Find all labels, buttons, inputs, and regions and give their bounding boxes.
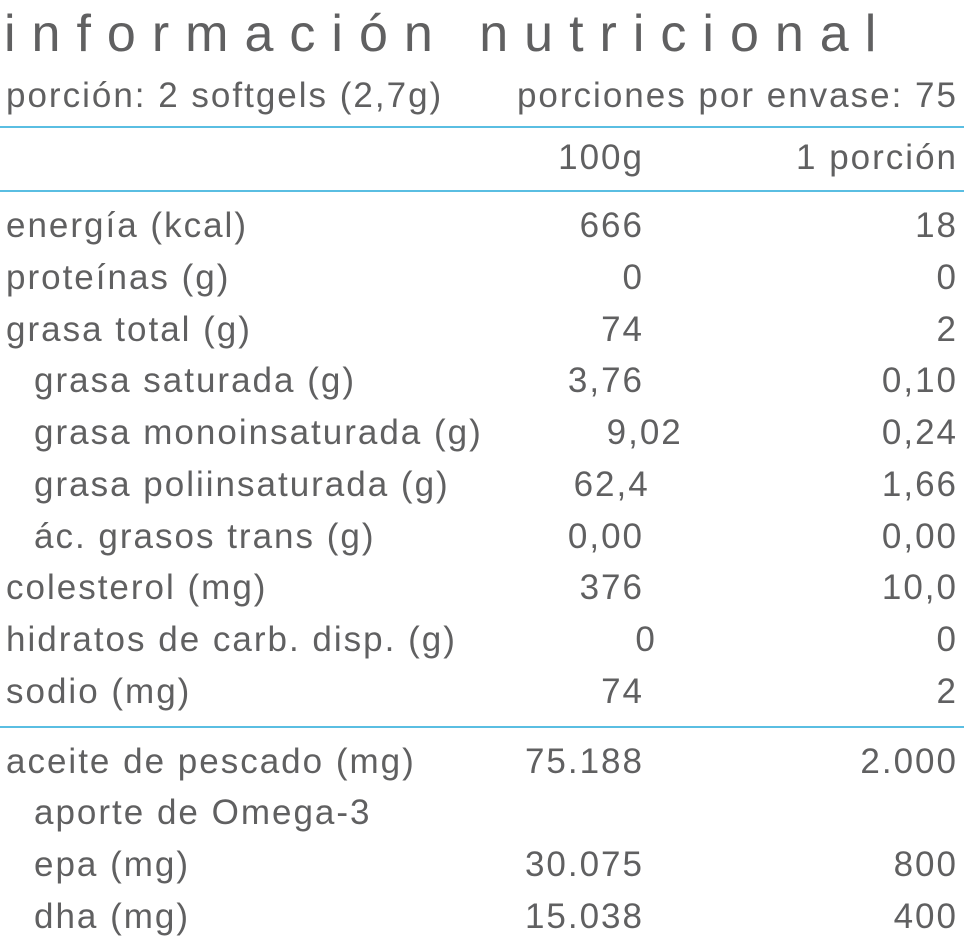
nutrient-label: colesterol (mg) <box>6 566 444 610</box>
nutrient-label: hidratos de carb. disp. (g) <box>6 618 457 662</box>
nutrient-label: grasa poliinsaturada (g) <box>6 463 450 507</box>
value-per-100g: 3,76 <box>444 359 644 403</box>
value-per-100g: 0,00 <box>444 515 644 559</box>
nutrient-label: energía (kcal) <box>6 204 444 248</box>
table-row: sodio (mg)742 <box>0 666 964 718</box>
value-per-100g: 0 <box>444 256 644 300</box>
column-header-per-serving: 1 porción <box>644 138 958 178</box>
table-row: colesterol (mg)37610,0 <box>0 562 964 614</box>
value-per-100g: 15.038 <box>444 895 644 939</box>
table-row: aporte de Omega-3 <box>0 787 964 839</box>
value-per-100g: 376 <box>444 566 644 610</box>
table-row: grasa poliinsaturada (g)62,41,66 <box>0 459 964 511</box>
column-header-per100: 100g <box>444 138 644 178</box>
nutrient-label: sodio (mg) <box>6 670 444 714</box>
value-per-serving: 0,24 <box>683 411 958 455</box>
column-header-row: 100g 1 porción <box>0 128 964 190</box>
value-per-100g: 666 <box>444 204 644 248</box>
value-per-serving <box>644 791 958 835</box>
value-per-100g: 30.075 <box>444 843 644 887</box>
nutrient-label: aceite de pescado (mg) <box>6 740 444 784</box>
nutrient-section-main: energía (kcal)66618proteínas (g)00grasa … <box>0 192 964 726</box>
value-per-serving: 0,00 <box>644 515 958 559</box>
value-per-100g: 74 <box>444 308 644 352</box>
value-per-serving: 10,0 <box>644 566 958 610</box>
panel-title: información nutricional <box>0 4 964 76</box>
value-per-serving: 2 <box>644 308 958 352</box>
table-row: energía (kcal)66618 <box>0 200 964 252</box>
nutrient-label: proteínas (g) <box>6 256 444 300</box>
value-per-serving: 800 <box>644 843 958 887</box>
value-per-100g <box>444 791 644 835</box>
nutrient-label: dha (mg) <box>6 895 444 939</box>
table-row: grasa saturada (g)3,760,10 <box>0 355 964 407</box>
nutrient-label: grasa total (g) <box>6 308 444 352</box>
value-per-100g: 74 <box>444 670 644 714</box>
nutrient-label: ác. grasos trans (g) <box>6 515 444 559</box>
table-row: dha (mg)15.038400 <box>0 891 964 943</box>
nutrient-label: grasa saturada (g) <box>6 359 444 403</box>
value-per-serving: 0,10 <box>644 359 958 403</box>
value-per-serving: 2 <box>644 670 958 714</box>
nutrient-label: epa (mg) <box>6 843 444 887</box>
serving-size-label: porción: 2 softgels (2,7g) <box>6 76 443 116</box>
table-row: ác. grasos trans (g)0,000,00 <box>0 511 964 563</box>
table-row: hidratos de carb. disp. (g)00 <box>0 614 964 666</box>
value-per-100g: 75.188 <box>444 740 644 784</box>
serving-meta-row: porción: 2 softgels (2,7g) porciones por… <box>0 76 964 126</box>
table-row: proteínas (g)00 <box>0 252 964 304</box>
table-row: grasa total (g)742 <box>0 304 964 356</box>
value-per-100g: 62,4 <box>450 463 650 507</box>
value-per-serving: 0 <box>657 618 958 662</box>
table-row: grasa monoinsaturada (g)9,020,24 <box>0 407 964 459</box>
table-row: aceite de pescado (mg)75.1882.000 <box>0 736 964 788</box>
nutrient-label: grasa monoinsaturada (g) <box>6 411 483 455</box>
value-per-100g: 0 <box>457 618 657 662</box>
value-per-serving: 18 <box>644 204 958 248</box>
value-per-serving: 0 <box>644 256 958 300</box>
servings-per-container-label: porciones por envase: 75 <box>517 76 958 116</box>
value-per-serving: 1,66 <box>650 463 958 507</box>
value-per-serving: 400 <box>644 895 958 939</box>
table-row: epa (mg)30.075800 <box>0 839 964 891</box>
value-per-100g: 9,02 <box>483 411 683 455</box>
column-header-empty <box>6 138 444 178</box>
value-per-serving: 2.000 <box>644 740 958 784</box>
nutrient-section-omega3: aceite de pescado (mg)75.1882.000aporte … <box>0 728 964 943</box>
nutrient-label: aporte de Omega-3 <box>6 791 444 835</box>
